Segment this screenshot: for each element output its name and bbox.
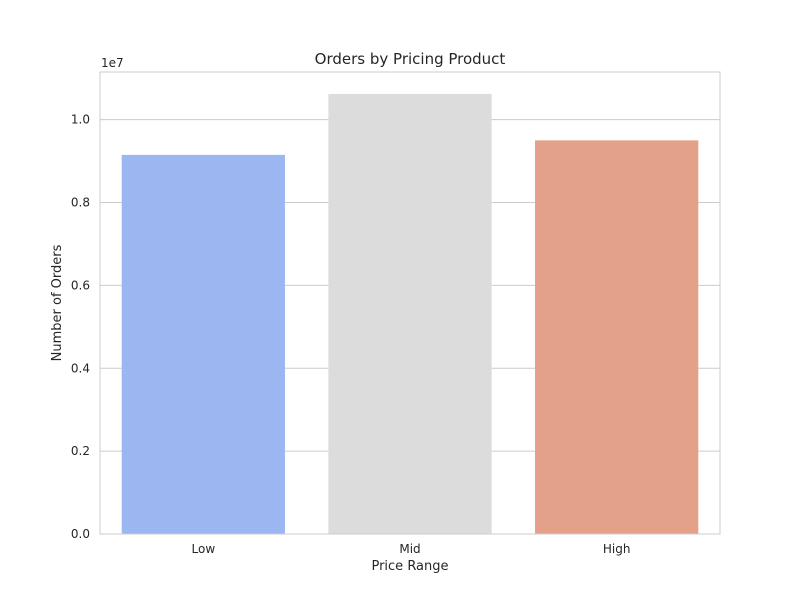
x-tick-label: High [603, 542, 631, 556]
y-axis-label: Number of Orders [50, 244, 65, 361]
y-tick-label: 0.0 [71, 527, 90, 541]
bar-series [121, 93, 699, 535]
y-tick-label: 0.6 [71, 278, 90, 292]
x-axis-label: Price Range [371, 559, 448, 574]
y-tick-label: 1.0 [71, 113, 90, 127]
bar-low [121, 154, 285, 535]
x-tick-label: Mid [399, 542, 420, 556]
chart-title: Orders by Pricing Product [315, 50, 506, 68]
y-tick-labels: 0.0 0.2 0.4 0.6 0.8 1.0 [71, 113, 90, 541]
bar-mid [328, 93, 492, 534]
plot-frame [99, 71, 721, 535]
bar-high [535, 140, 699, 534]
y-tick-label: 0.2 [71, 444, 90, 458]
x-tick-labels: Low Mid High [192, 542, 631, 556]
x-tick-label: Low [192, 542, 216, 556]
y-tick-label: 0.4 [71, 361, 90, 375]
y-scale-label: 1e7 [101, 56, 124, 70]
y-tick-label: 0.8 [71, 196, 90, 210]
